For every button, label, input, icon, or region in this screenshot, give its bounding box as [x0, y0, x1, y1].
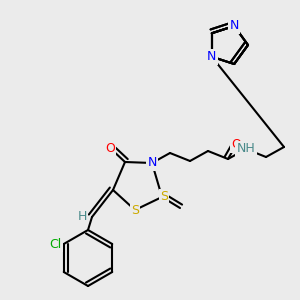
Text: S: S [160, 190, 168, 203]
Text: Cl: Cl [50, 238, 62, 250]
Text: S: S [160, 190, 168, 203]
Text: H: H [77, 211, 87, 224]
Text: N: N [147, 157, 157, 169]
Text: N: N [207, 50, 217, 63]
Text: N: N [230, 20, 239, 32]
Text: NH: NH [237, 142, 255, 155]
Text: H: H [77, 211, 87, 224]
Text: N: N [207, 50, 217, 63]
Text: S: S [131, 203, 139, 217]
Text: O: O [105, 142, 115, 154]
Text: S: S [131, 203, 139, 217]
Text: O: O [105, 142, 115, 154]
Text: O: O [231, 139, 241, 152]
Text: N: N [147, 157, 157, 169]
Text: NH: NH [237, 142, 255, 155]
Text: N: N [230, 20, 239, 32]
Text: Cl: Cl [50, 238, 62, 250]
Text: O: O [231, 139, 241, 152]
